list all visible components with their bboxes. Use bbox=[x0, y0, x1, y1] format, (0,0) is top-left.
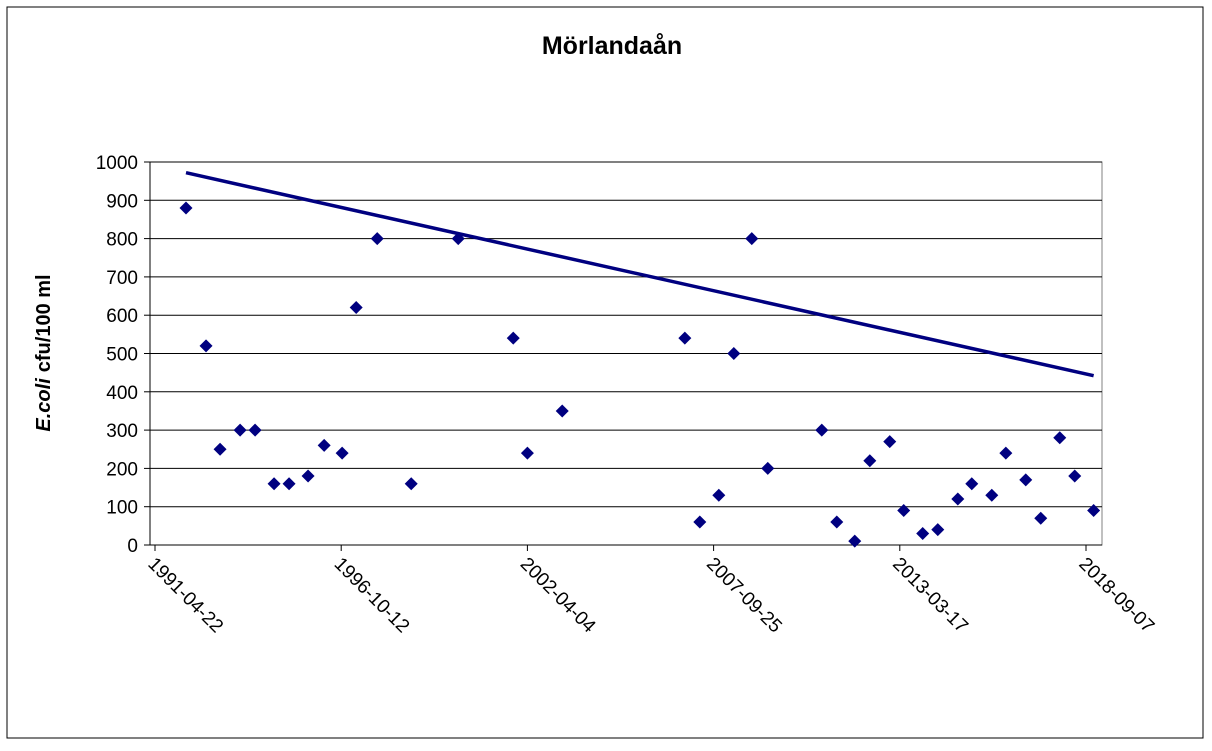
point bbox=[317, 438, 331, 452]
point bbox=[1068, 469, 1082, 483]
y-tick-label: 0 bbox=[127, 536, 138, 557]
y-axis-label: E.coli cfu/100 ml bbox=[33, 274, 55, 431]
point bbox=[520, 446, 534, 460]
point bbox=[830, 515, 844, 529]
y-tick-label: 500 bbox=[106, 345, 138, 366]
point bbox=[213, 442, 227, 456]
point bbox=[863, 454, 877, 468]
point bbox=[179, 201, 193, 215]
point bbox=[883, 435, 897, 449]
point bbox=[199, 339, 213, 353]
point bbox=[349, 301, 363, 315]
y-tick-label: 200 bbox=[106, 459, 138, 480]
point bbox=[555, 404, 569, 418]
point bbox=[267, 477, 281, 491]
point bbox=[1087, 504, 1101, 518]
y-tick-label: 900 bbox=[106, 191, 138, 212]
point bbox=[248, 423, 262, 437]
chart-title: Mörlandaån bbox=[542, 32, 682, 60]
point bbox=[815, 423, 829, 437]
point bbox=[931, 523, 945, 537]
y-tick-label: 100 bbox=[106, 498, 138, 519]
point bbox=[712, 488, 726, 502]
point bbox=[1053, 431, 1067, 445]
point bbox=[951, 492, 965, 506]
y-tick-label: 700 bbox=[106, 268, 138, 289]
point bbox=[678, 331, 692, 345]
point bbox=[897, 504, 911, 518]
point bbox=[745, 232, 759, 246]
y-tick-label: 400 bbox=[106, 383, 138, 404]
point bbox=[370, 232, 384, 246]
y-label-rest: cfu/100 ml bbox=[33, 274, 55, 372]
point bbox=[335, 446, 349, 460]
y-tick-label: 800 bbox=[106, 230, 138, 251]
point bbox=[916, 527, 930, 541]
y-tick-label: 300 bbox=[106, 421, 138, 442]
point bbox=[233, 423, 247, 437]
point bbox=[965, 477, 979, 491]
point bbox=[301, 469, 315, 483]
point bbox=[727, 347, 741, 360]
point bbox=[1019, 473, 1033, 487]
y-tick-label: 600 bbox=[106, 306, 138, 327]
point bbox=[848, 534, 862, 548]
point bbox=[1034, 511, 1048, 525]
point bbox=[985, 488, 999, 502]
point bbox=[506, 331, 520, 345]
point bbox=[282, 477, 296, 491]
y-tick-label: 1000 bbox=[96, 153, 138, 174]
point bbox=[404, 477, 418, 491]
point bbox=[999, 446, 1013, 460]
point bbox=[693, 515, 707, 529]
trendline bbox=[185, 171, 1095, 378]
y-label-italic: E.coli bbox=[33, 378, 55, 432]
point bbox=[761, 461, 775, 475]
